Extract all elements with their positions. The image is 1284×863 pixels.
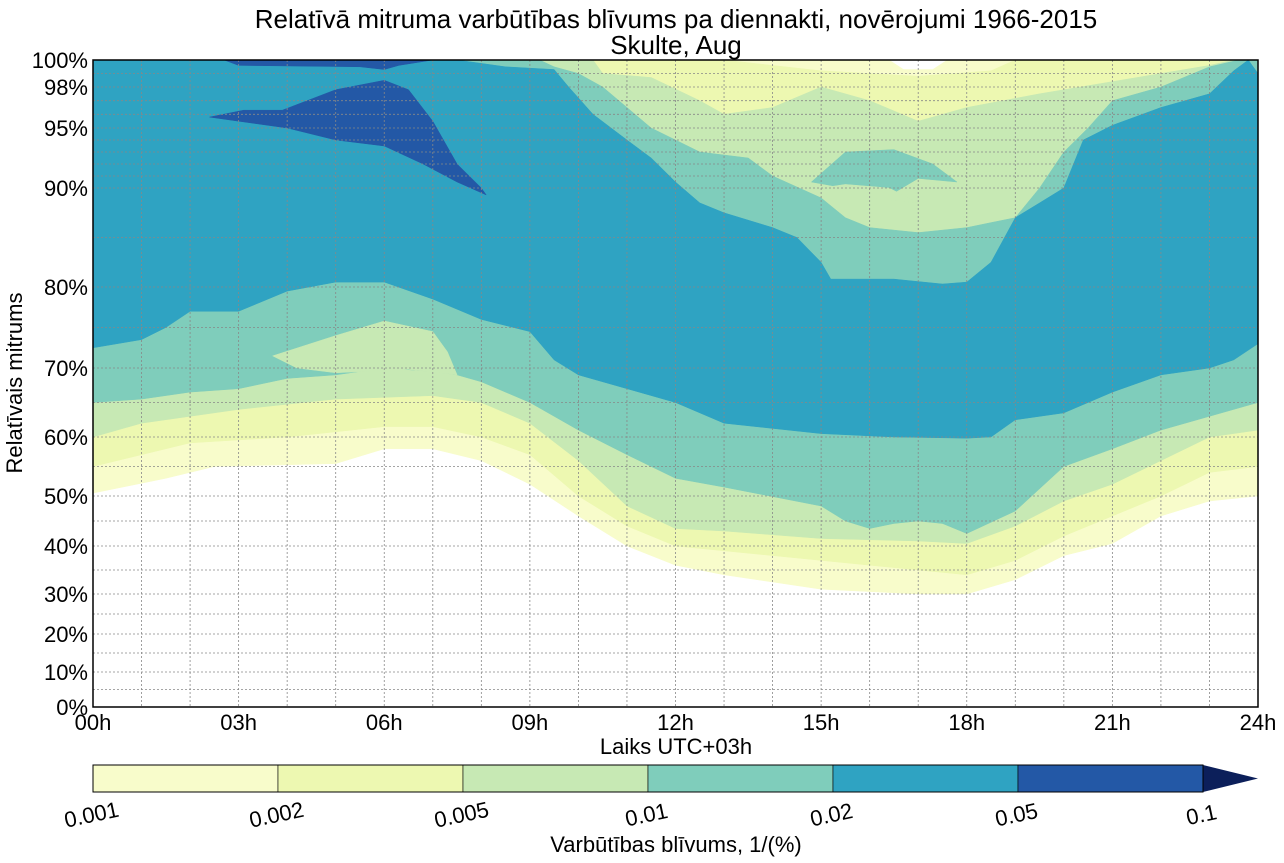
chart-title: Relatīvā mitruma varbūtības blīvums pa d… — [255, 4, 1098, 34]
y-tick-label: 90% — [44, 176, 88, 201]
y-tick-label: 100% — [32, 48, 88, 73]
x-tick-label: 03h — [220, 710, 257, 735]
colorbar-tick-label: 0.02 — [808, 798, 855, 831]
colorbar-swatch — [92, 764, 279, 793]
colorbar-tick-label: 0.005 — [432, 797, 491, 833]
colorbar-label: Varbūtības blīvums, 1/(%) — [550, 832, 801, 857]
y-tick-label: 95% — [44, 116, 88, 141]
colorbar-swatch — [462, 764, 649, 793]
colorbar-tick-label: 0.05 — [993, 798, 1040, 831]
colorbar-extend-arrow — [1203, 765, 1258, 792]
x-tick-label: 12h — [657, 710, 694, 735]
x-tick-label: 18h — [948, 710, 985, 735]
x-tick-label: 15h — [803, 710, 840, 735]
y-tick-label: 0% — [56, 695, 88, 720]
x-tick-label: 21h — [1094, 710, 1131, 735]
contour-band-level-2 — [271, 320, 458, 376]
colorbar-tick-label: 0.01 — [623, 798, 670, 831]
y-tick-label: 80% — [44, 275, 88, 300]
chart-subtitle: Skulte, Aug — [610, 30, 742, 60]
y-tick-label: 10% — [44, 660, 88, 685]
y-tick-label: 40% — [44, 534, 88, 559]
x-tick-label: 09h — [512, 710, 549, 735]
y-tick-label: 30% — [44, 582, 88, 607]
colorbar-swatch — [832, 764, 1019, 793]
colorbar-tick-label: 0.002 — [247, 797, 306, 833]
y-tick-label: 20% — [44, 622, 88, 647]
colorbar-swatch — [647, 764, 834, 793]
y-tick-label: 70% — [44, 356, 88, 381]
colorbar: 0.001 0.002 0.005 0.01 0.02 0.05 0.1 — [62, 764, 1258, 833]
colorbar-tick-label: 0.001 — [62, 797, 121, 833]
x-axis-label: Laiks UTC+03h — [600, 734, 752, 759]
x-tick-label: 00h — [75, 710, 112, 735]
y-tick-label: 98% — [44, 75, 88, 100]
colorbar-tick-label: 0.1 — [1184, 799, 1219, 830]
x-tick-label: 24h — [1240, 710, 1277, 735]
plot-frame — [92, 59, 1259, 708]
x-tick-label: 06h — [366, 710, 403, 735]
colorbar-swatch — [1017, 764, 1204, 793]
y-axis-ticks: 0% 10% 20% 30% 40% 50% 60% 70% 80% 90% 95% 98%100% — [32, 48, 88, 720]
x-axis-ticks: 00h 03h 06h 09h 12h 15h 18h 21h 24h — [75, 710, 1277, 735]
y-tick-label: 50% — [44, 484, 88, 509]
y-axis-label: Relatīvais mitrums — [2, 293, 27, 474]
colorbar-swatch — [277, 764, 464, 793]
colorbar-frame — [92, 764, 1204, 793]
y-tick-label: 60% — [44, 425, 88, 450]
